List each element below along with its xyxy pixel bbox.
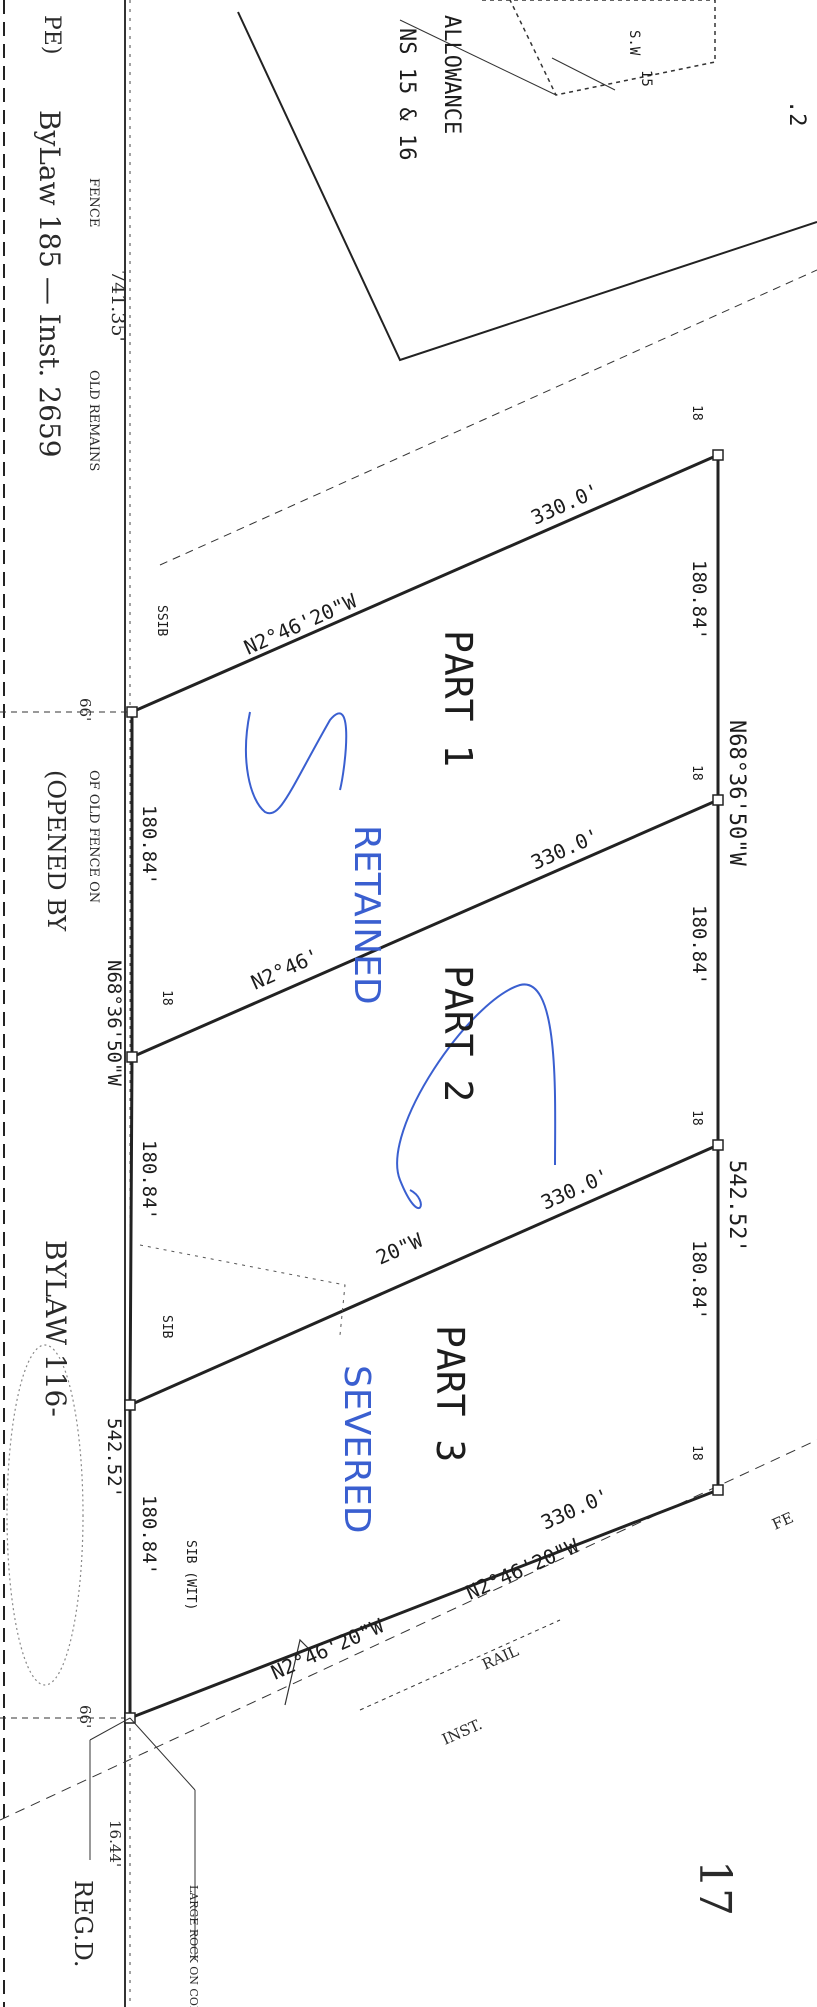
width-66-top: 66': [76, 698, 94, 721]
total-frontage-2: 542.52': [103, 1418, 125, 1498]
corner-mark-15: 15: [638, 70, 654, 87]
retained-label: RETAINED: [346, 825, 387, 1005]
dashed-line-inst: [359, 1619, 561, 1711]
opened-text: (OPENED BY: [42, 770, 70, 932]
corner-mark-2: .2: [784, 100, 809, 127]
corner-17: 17: [689, 1860, 740, 1916]
part-2-label: PART 2: [436, 965, 480, 1102]
part-1-bearing: N2°46'20"W: [240, 588, 361, 659]
rail-jog: [284, 1638, 311, 1706]
part-2-rear-dim: 180.84': [688, 905, 710, 985]
mark-18-b: 18: [689, 765, 704, 781]
part-3-bearing: N2°46'20"W: [462, 1533, 583, 1604]
width-66-bottom: 66': [76, 1705, 94, 1728]
total-frontage: 542.52': [724, 1160, 749, 1253]
mark-sib-wit: SIB (WIT): [183, 1540, 198, 1610]
bylaw-circled: BYLAW 116-: [39, 1240, 72, 1417]
mark-18-e: 18: [159, 990, 174, 1006]
reg-d: REG.D.: [69, 1880, 97, 1968]
allowance-label: ALLOWANCE: [439, 15, 464, 134]
leader-reg: [89, 1717, 131, 1741]
mid-bearing-fragment: 20"W: [372, 1228, 427, 1270]
top-left-fragment: PE): [39, 15, 64, 54]
dotted-triangle: [139, 1244, 346, 1336]
left-bearing: 741.35': [107, 270, 129, 342]
fe-fragment: FE: [769, 1509, 796, 1534]
bylaw-text: ByLaw 185 — Inst. 2659: [33, 110, 66, 458]
part-2-front-dim: 180.84': [138, 1140, 160, 1220]
mark-ssib: SSIB: [154, 605, 169, 636]
fence-label: FENCE: [86, 178, 101, 227]
part-3-front-dim: 180.84': [138, 1495, 160, 1575]
part-1-rear-dim: 180.84': [688, 560, 710, 640]
part-1-label: PART 1: [436, 630, 480, 767]
part-3-rear-dim: 180.84': [688, 1240, 710, 1320]
blue-s-mark-2: [396, 983, 557, 1209]
corner-mark-sw: S.W: [626, 30, 642, 56]
mark-18-c: 18: [689, 1110, 704, 1126]
mark-18-d: 18: [689, 1445, 704, 1461]
lot-line-3: [129, 1143, 719, 1407]
part-3-front-b: 330.0': [537, 1483, 613, 1534]
leader-rock: [129, 1717, 196, 1791]
bylaw-circle: [6, 1344, 84, 1686]
mark-18-a: 18: [689, 405, 704, 421]
part-1-front-dim: 180.84': [138, 805, 160, 885]
road-bearing: N68°36'50"W: [724, 720, 749, 866]
large-rock-note: LARGE ROCK ON CORNER: [187, 1885, 200, 2007]
lot-line-2: [131, 798, 719, 1059]
of-old-fence: OF OLD FENCE ON: [86, 770, 101, 903]
bottom-bearing: N2°46'20"W: [267, 1613, 388, 1684]
allowance-block: [237, 0, 817, 362]
road-bearing-2: N68°36'50"W: [103, 960, 125, 1086]
dim-16-44: 16.44': [106, 1820, 124, 1867]
part-3-label: PART 3: [428, 1325, 472, 1462]
blue-s-mark-1: [244, 711, 348, 815]
severed-label: SEVERED: [336, 1365, 377, 1533]
lot-line-1: [131, 453, 719, 714]
front-line: [128, 712, 134, 1718]
mark-sib: SIB: [159, 1315, 174, 1339]
lot-line-4: [129, 1488, 719, 1720]
part-2-bearing: N2°46': [247, 943, 323, 994]
old-fence-note: OLD REMAINS: [86, 370, 101, 471]
inst-label: INST.: [439, 1715, 485, 1748]
lots-label: NS 15 & 16: [394, 28, 419, 160]
